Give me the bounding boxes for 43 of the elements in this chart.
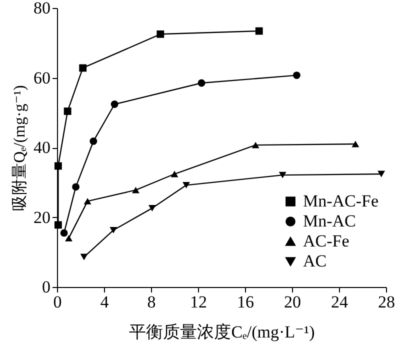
point — [84, 198, 92, 204]
point — [292, 72, 300, 80]
point — [64, 108, 72, 115]
x-tick-label: 20 — [284, 292, 301, 312]
point — [80, 254, 88, 260]
point — [72, 183, 80, 191]
x-tick-label: 4 — [100, 292, 110, 312]
point — [54, 162, 62, 170]
legend-label: Mn-AC — [303, 212, 356, 230]
x-tick-label: 0 — [53, 292, 62, 312]
point — [110, 226, 118, 234]
point — [378, 170, 386, 178]
point — [352, 140, 360, 148]
point — [252, 142, 260, 148]
point — [90, 138, 98, 145]
y-tick-label: 60 — [34, 68, 50, 88]
point — [54, 221, 62, 229]
point — [148, 204, 156, 212]
point — [255, 27, 263, 35]
legend-label: AC — [303, 252, 327, 270]
y-tick-label: 40 — [34, 138, 50, 157]
y-tick-label: 20 — [34, 208, 50, 227]
x-axis-title: 平衡质量浓度Cₑ/(mg·L⁻¹) — [129, 322, 315, 342]
point — [170, 170, 178, 178]
point — [79, 64, 87, 72]
point — [278, 172, 286, 178]
point — [132, 186, 140, 194]
point — [182, 182, 190, 188]
legend-label: Mn-AC-Fe — [303, 192, 379, 210]
point — [198, 79, 206, 87]
legend-label: AC-Fe — [303, 232, 350, 250]
point — [65, 234, 72, 242]
y-tick-label: 0 — [42, 278, 50, 296]
x-tick-label: 28 — [378, 292, 395, 312]
x-tick-label: 8 — [147, 292, 156, 312]
x-tick-label: 12 — [190, 292, 207, 312]
y-axis-title: 吸附量Qₑ/(mg·g⁻¹) — [12, 85, 28, 211]
point — [110, 100, 118, 108]
y-tick-label: 80 — [34, 0, 50, 18]
x-tick-label: 24 — [331, 292, 348, 312]
x-tick-label: 16 — [237, 292, 254, 312]
point — [156, 30, 164, 38]
point — [60, 229, 68, 237]
